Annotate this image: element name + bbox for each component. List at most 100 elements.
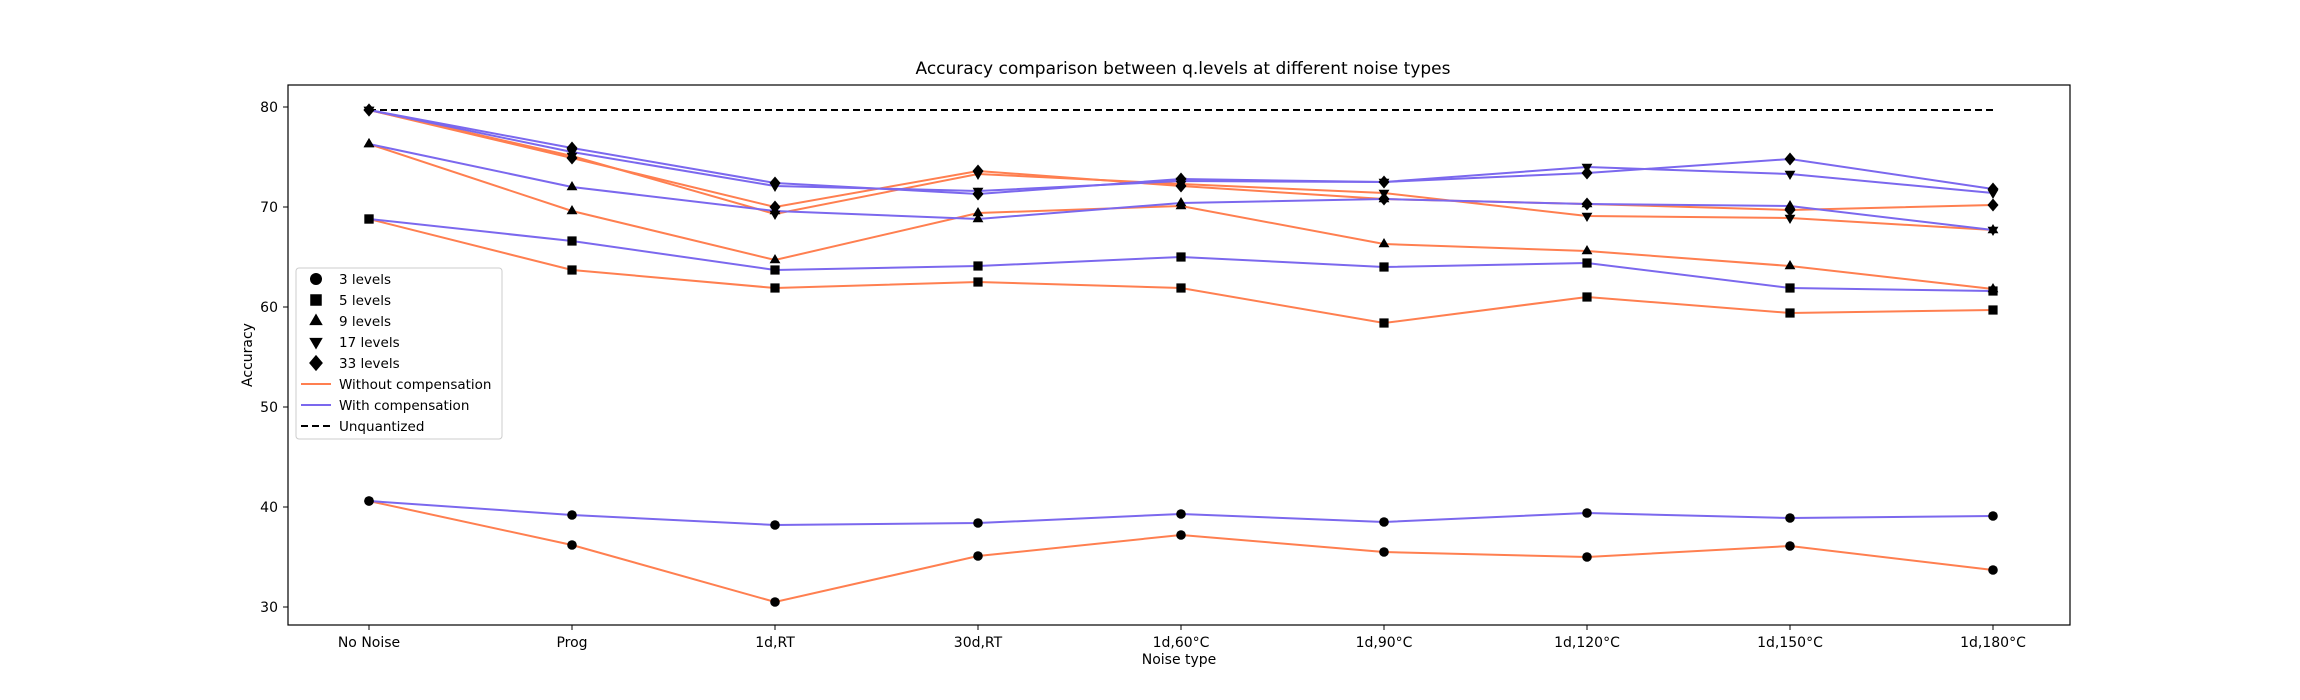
- legend-label: Without compensation: [339, 377, 491, 393]
- data-point-5-levels: [1176, 283, 1186, 293]
- data-point-5-levels: [973, 261, 983, 271]
- legend-marker-triangle-down: [309, 337, 323, 350]
- data-point-5-levels: [1176, 252, 1186, 262]
- x-axis: No Noise Prog 1d,RT 30d,RT 1d,60°C 1d,90°C 1d,…: [338, 625, 2026, 651]
- data-point-9-levels: [1987, 224, 1999, 234]
- legend: 3 levels 5 levels 9 levels 17 levels 33 leve…: [295, 267, 503, 440]
- data-point-17-levels: [1784, 214, 1796, 224]
- data-point-9-levels: [1784, 260, 1796, 270]
- data-point-9-levels: [1378, 193, 1390, 203]
- x-tick-label: No Noise: [338, 635, 400, 651]
- data-point-33-levels: [1175, 172, 1187, 186]
- data-point-5-levels: [1582, 258, 1592, 268]
- legend-label: 5 levels: [339, 293, 391, 309]
- data-point-3-levels: [1785, 513, 1795, 523]
- chart-title: Accuracy comparison between q.levels at …: [915, 59, 1450, 79]
- data-point-5-levels: [973, 277, 983, 287]
- data-point-5-levels: [1785, 308, 1795, 318]
- legend-label: 9 levels: [339, 314, 391, 330]
- legend-marker-square: [310, 294, 322, 306]
- data-point-5-levels: [1582, 292, 1592, 302]
- data-point-5-levels: [770, 283, 780, 293]
- data-point-33-levels: [769, 176, 781, 190]
- data-point-3-levels: [1176, 530, 1186, 540]
- data-point-17-levels: [1581, 212, 1593, 222]
- x-tick-label: 1d,60°C: [1153, 635, 1210, 651]
- y-axis: 30 40 50 60 70 80: [260, 100, 288, 616]
- data-point-5-levels: [1379, 318, 1389, 328]
- data-point-9-levels: [972, 213, 984, 223]
- y-tick-label: 70: [260, 200, 278, 216]
- legend-marker-triangle-up: [309, 313, 323, 326]
- data-point-33-levels: [972, 164, 984, 178]
- y-tick-label: 40: [260, 500, 278, 516]
- data-point-5-levels: [567, 265, 577, 275]
- data-point-5-levels: [1988, 305, 1998, 315]
- y-tick-label: 60: [260, 300, 278, 316]
- data-point-3-levels: [567, 510, 577, 520]
- data-point-9-levels: [1581, 245, 1593, 255]
- y-tick-label: 80: [260, 100, 278, 116]
- data-point-33-levels: [1581, 166, 1593, 180]
- data-point-3-levels: [1379, 517, 1389, 527]
- legend-frame: [295, 267, 503, 440]
- data-point-33-levels: [1378, 175, 1390, 189]
- data-point-3-levels: [973, 551, 983, 561]
- data-point-5-levels: [1379, 262, 1389, 272]
- data-point-3-levels: [770, 520, 780, 530]
- data-point-9-levels: [1378, 238, 1390, 248]
- y-axis-label: Accuracy: [240, 323, 256, 387]
- data-point-3-levels: [1785, 541, 1795, 551]
- data-point-5-levels: [567, 236, 577, 246]
- data-point-3-levels: [567, 540, 577, 550]
- data-point-3-levels: [1582, 508, 1592, 518]
- y-tick-label: 30: [260, 600, 278, 616]
- data-point-17-levels: [1784, 170, 1796, 180]
- data-point-9-levels: [566, 205, 578, 215]
- data-point-33-levels: [566, 141, 578, 155]
- x-tick-label: 1d,150°C: [1757, 635, 1823, 651]
- data-point-5-levels: [1988, 286, 1998, 296]
- data-point-3-levels: [1176, 509, 1186, 519]
- legend-marker-diamond: [309, 354, 323, 372]
- plot-frame: [287, 84, 2071, 626]
- data-point-33-levels: [972, 187, 984, 201]
- x-tick-label: 1d,120°C: [1554, 635, 1620, 651]
- x-tick-label: 30d,RT: [954, 635, 1003, 651]
- x-tick-label: 1d,RT: [755, 635, 795, 651]
- x-tick-label: 1d,180°C: [1960, 635, 2026, 651]
- data-point-9-levels: [363, 138, 375, 148]
- data-point-9-levels: [1581, 198, 1593, 208]
- plot-area: [287, 84, 2071, 626]
- data-point-33-levels: [363, 103, 375, 117]
- data-point-3-levels: [973, 518, 983, 528]
- y-tick-label: 50: [260, 400, 278, 416]
- data-point-3-levels: [770, 597, 780, 607]
- legend-label: 17 levels: [339, 335, 400, 351]
- x-tick-label: 1d,90°C: [1356, 635, 1413, 651]
- data-point-9-levels: [972, 207, 984, 217]
- x-axis-label: Noise type: [1142, 652, 1217, 668]
- data-point-3-levels: [1988, 565, 1998, 575]
- data-point-33-levels: [1987, 198, 1999, 212]
- data-point-3-levels: [364, 496, 374, 506]
- marker-layer: [363, 103, 1999, 607]
- data-point-9-levels: [769, 205, 781, 215]
- data-point-5-levels: [364, 214, 374, 224]
- data-point-33-levels: [1784, 152, 1796, 166]
- data-point-33-levels: [1987, 182, 1999, 196]
- data-point-3-levels: [1379, 547, 1389, 557]
- data-point-9-levels: [1175, 197, 1187, 207]
- data-point-9-levels: [769, 254, 781, 264]
- data-point-3-levels: [1988, 511, 1998, 521]
- data-point-9-levels: [1784, 200, 1796, 210]
- legend-marker-circle: [310, 273, 322, 285]
- legend-label: Unquantized: [339, 419, 424, 435]
- legend-label: With compensation: [339, 398, 469, 414]
- x-tick-label: Prog: [556, 635, 587, 651]
- data-point-5-levels: [770, 265, 780, 275]
- data-point-3-levels: [1582, 552, 1592, 562]
- legend-label: 33 levels: [339, 356, 400, 372]
- data-point-5-levels: [1785, 283, 1795, 293]
